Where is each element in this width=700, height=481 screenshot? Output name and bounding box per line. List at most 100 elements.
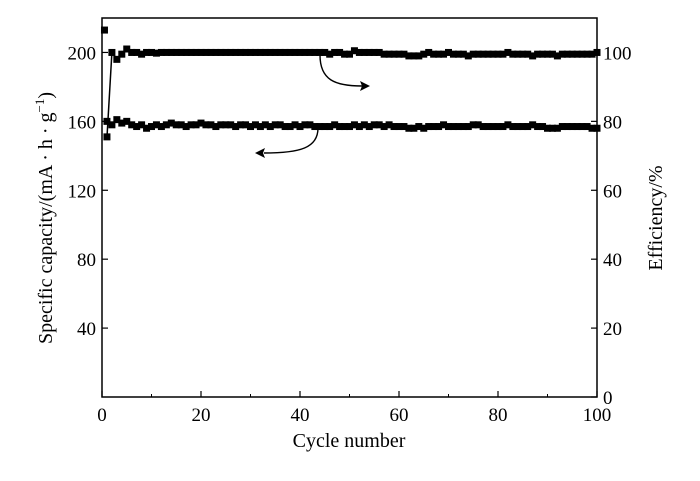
capacity-point [390,123,398,131]
efficiency-point [311,48,319,56]
efficiency-point [207,48,215,56]
efficiency-point [519,50,527,58]
capacity-axis-arrow [263,127,319,154]
capacity-point [113,116,121,124]
capacity-point [380,123,388,131]
efficiency-point [232,48,240,56]
capacity-point [276,121,284,129]
capacity-point [385,121,393,129]
capacity-point [118,119,126,127]
efficiency-point [464,52,472,60]
efficiency-point [326,50,334,58]
capacity-point [192,121,200,129]
efficiency-point [568,50,576,58]
efficiency-point [430,50,438,58]
capacity-point [484,123,492,131]
efficiency-point [301,48,309,56]
chart-marks [100,26,601,141]
capacity-point [251,121,259,129]
efficiency-point [504,48,512,56]
capacity-point [410,124,418,132]
efficiency-point [212,48,220,56]
capacity-point [430,123,438,131]
efficiency-point [172,48,180,56]
capacity-point [242,121,250,129]
efficiency-point [558,50,566,58]
efficiency-point [420,50,428,58]
efficiency-point [355,48,363,56]
capacity-point [553,124,561,132]
efficiency-point [247,48,254,56]
capacity-point [360,121,368,129]
capacity-point [108,121,116,129]
capacity-point [237,121,245,129]
efficiency-point [138,50,146,58]
capacity-point [395,123,403,131]
plot-frame [101,17,598,398]
efficiency-point [242,48,250,56]
efficiency-point [449,50,457,58]
efficiency-point [544,50,551,58]
efficiency-point [148,48,155,56]
efficiency-point [316,48,324,56]
efficiency-point [251,48,259,56]
efficiency-point [336,48,344,56]
capacity-point [544,124,551,132]
efficiency-point [509,50,517,58]
capacity-point [222,121,230,129]
capacity-point [459,123,467,131]
efficiency-point [405,52,413,60]
capacity-point [247,123,254,131]
x-axis-title: Cycle number [293,430,406,452]
efficiency-point [573,50,581,58]
efficiency-point [296,48,304,56]
capacity-point [405,124,413,132]
capacity-point [187,121,195,129]
capacity-point [489,123,497,131]
capacity-point [519,123,527,131]
capacity-point [534,123,542,131]
efficiency-point [553,52,561,60]
efficiency-point [192,48,200,56]
efficiency-point [143,48,151,56]
capacity-point [152,121,160,129]
y-left-axis-title: Specific capacity/(mA · h · g−1) [32,92,57,344]
capacity-point [291,121,299,129]
efficiency-point [563,50,571,58]
capacity-point [539,123,547,131]
efficiency-point [395,50,403,58]
efficiency-point [118,50,126,58]
capacity-point [207,121,215,129]
efficiency-point [162,48,170,56]
capacity-point [573,123,581,131]
efficiency-point [281,48,289,56]
capacity-point [445,123,452,131]
efficiency-arrowhead [360,81,370,91]
efficiency-point [435,50,443,58]
capacity-point [123,117,131,125]
efficiency-point [588,50,596,58]
efficiency-point [202,48,210,56]
efficiency-point [534,50,542,58]
capacity-point [341,123,349,131]
capacity-point [494,123,502,131]
capacity-point [355,123,363,131]
capacity-point [435,123,443,131]
efficiency-point [276,48,284,56]
efficiency-point [524,50,532,58]
efficiency-point [445,48,452,56]
y-right-tick-label: 80 [603,112,622,133]
capacity-point [578,123,586,131]
capacity-point [286,123,294,131]
capacity-point [346,123,353,131]
capacity-point [296,123,304,131]
efficiency-point [167,48,175,56]
capacity-point [212,123,220,131]
y-right-tick-label: 40 [603,250,622,271]
capacity-point [177,121,185,129]
efficiency-point [108,48,116,56]
efficiency-point [375,48,383,56]
efficiency-point [469,50,477,58]
efficiency-point [385,50,393,58]
